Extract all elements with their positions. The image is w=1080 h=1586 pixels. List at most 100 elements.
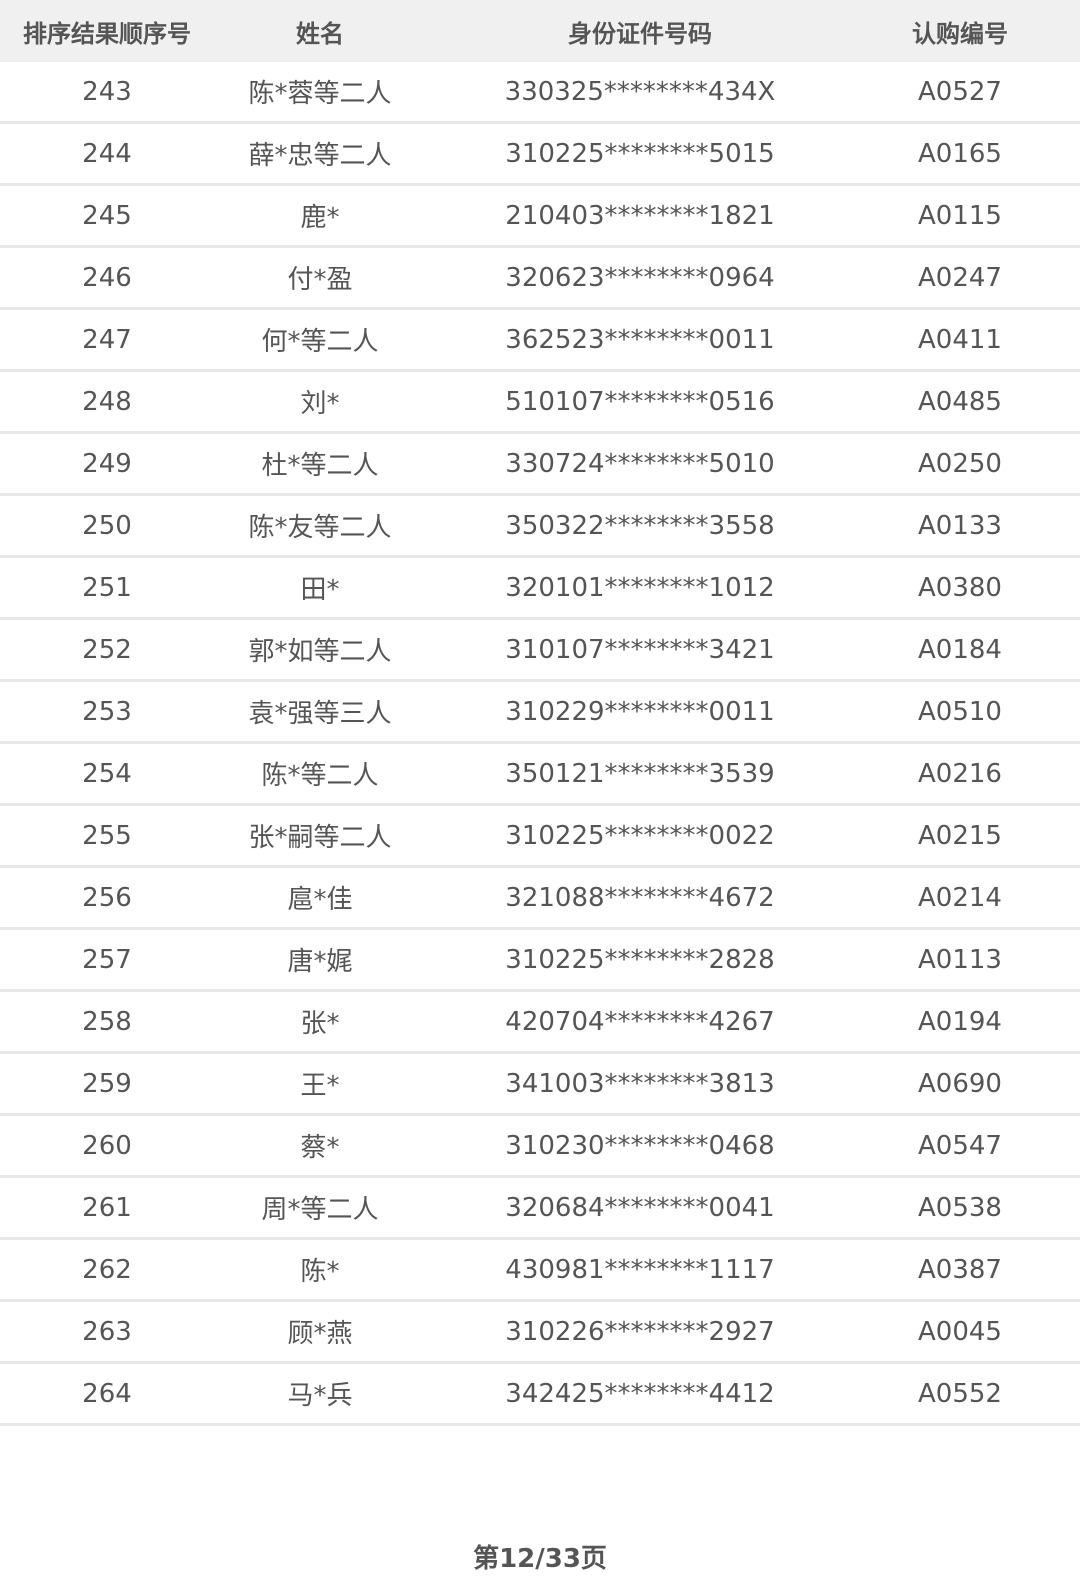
id-number-cell: 320623********0964	[505, 262, 775, 293]
subscription-number-cell: A0045	[918, 1316, 1002, 1347]
name-cell: 唐*娓	[287, 947, 353, 977]
table-row: 252 郭*如等二人 310107********3421 A0184	[0, 620, 1080, 682]
table-row: 246 付*盈 320623********0964 A0247	[0, 248, 1080, 310]
id-number-cell: 350322********3558	[505, 510, 775, 541]
name-cell: 陈*等二人	[261, 761, 379, 791]
header-name: 姓名	[296, 19, 344, 48]
table-header: 排序结果顺序号 姓名 身份证件号码 认购编号	[0, 0, 1080, 62]
table-row: 263 顾*燕 310226********2927 A0045	[0, 1302, 1080, 1364]
table-row: 254 陈*等二人 350121********3539 A0216	[0, 744, 1080, 806]
subscription-number-cell: A0113	[918, 944, 1002, 975]
order-number-cell: 249	[82, 448, 132, 479]
header-subscription-number: 认购编号	[912, 19, 1008, 48]
name-cell: 马*兵	[287, 1381, 353, 1411]
table-row: 251 田* 320101********1012 A0380	[0, 558, 1080, 620]
order-number-cell: 244	[82, 138, 132, 169]
table-row: 264 马*兵 342425********4412 A0552	[0, 1364, 1080, 1426]
name-cell: 张*嗣等二人	[248, 823, 392, 853]
order-number-cell: 260	[82, 1130, 132, 1161]
id-number-cell: 510107********0516	[505, 386, 775, 417]
table-row: 244 薛*忠等二人 310225********5015 A0165	[0, 124, 1080, 186]
name-cell: 蔡*	[300, 1133, 340, 1163]
table-row: 243 陈*蓉等二人 330325********434X A0527	[0, 62, 1080, 124]
id-number-cell: 320101********1012	[505, 572, 775, 603]
name-cell: 袁*强等三人	[248, 699, 392, 729]
order-number-cell: 243	[82, 76, 132, 107]
name-cell: 扈*佳	[287, 885, 353, 915]
table-row: 260 蔡* 310230********0468 A0547	[0, 1116, 1080, 1178]
name-cell: 杜*等二人	[261, 451, 379, 481]
order-number-cell: 255	[82, 820, 132, 851]
table-row: 258 张* 420704********4267 A0194	[0, 992, 1080, 1054]
id-number-cell: 310225********2828	[505, 944, 775, 975]
order-number-cell: 264	[82, 1378, 132, 1409]
subscription-number-cell: A0247	[918, 262, 1002, 293]
subscription-number-cell: A0194	[918, 1006, 1002, 1037]
id-number-cell: 310230********0468	[505, 1130, 775, 1161]
order-number-cell: 254	[82, 758, 132, 789]
results-table: 排序结果顺序号 姓名 身份证件号码 认购编号 243 陈*蓉等二人 330325**…	[0, 0, 1080, 1426]
name-cell: 陈*蓉等二人	[248, 79, 392, 109]
table-row: 255 张*嗣等二人 310225********0022 A0215	[0, 806, 1080, 868]
id-number-cell: 341003********3813	[505, 1068, 775, 1099]
table-row: 247 何*等二人 362523********0011 A0411	[0, 310, 1080, 372]
table-row: 257 唐*娓 310225********2828 A0113	[0, 930, 1080, 992]
table-row: 249 杜*等二人 330724********5010 A0250	[0, 434, 1080, 496]
header-id-number: 身份证件号码	[568, 19, 712, 48]
subscription-number-cell: A0380	[918, 572, 1002, 603]
subscription-number-cell: A0485	[918, 386, 1002, 417]
name-cell: 田*	[300, 575, 340, 605]
id-number-cell: 320684********0041	[505, 1192, 775, 1223]
id-number-cell: 210403********1821	[505, 200, 775, 231]
order-number-cell: 246	[82, 262, 132, 293]
id-number-cell: 330325********434X	[504, 76, 776, 107]
subscription-number-cell: A0552	[918, 1378, 1002, 1409]
id-number-cell: 350121********3539	[505, 758, 775, 789]
id-number-cell: 330724********5010	[505, 448, 775, 479]
table-row: 248 刘* 510107********0516 A0485	[0, 372, 1080, 434]
order-number-cell: 258	[82, 1006, 132, 1037]
order-number-cell: 261	[82, 1192, 132, 1223]
subscription-number-cell: A0411	[918, 324, 1002, 355]
id-number-cell: 310225********0022	[505, 820, 775, 851]
id-number-cell: 321088********4672	[505, 882, 775, 913]
subscription-number-cell: A0184	[918, 634, 1002, 665]
name-cell: 刘*	[300, 389, 340, 419]
subscription-number-cell: A0250	[918, 448, 1002, 479]
subscription-number-cell: A0215	[918, 820, 1002, 851]
id-number-cell: 420704********4267	[505, 1006, 775, 1037]
subscription-number-cell: A0547	[918, 1130, 1002, 1161]
table-row: 256 扈*佳 321088********4672 A0214	[0, 868, 1080, 930]
order-number-cell: 256	[82, 882, 132, 913]
name-cell: 何*等二人	[261, 327, 379, 357]
page-indicator: 第12/33页	[473, 1544, 607, 1574]
subscription-number-cell: A0165	[918, 138, 1002, 169]
subscription-number-cell: A0527	[918, 76, 1002, 107]
name-cell: 顾*燕	[287, 1319, 353, 1349]
name-cell: 付*盈	[287, 265, 353, 295]
table-row: 253 袁*强等三人 310229********0011 A0510	[0, 682, 1080, 744]
name-cell: 周*等二人	[261, 1195, 379, 1225]
name-cell: 张*	[300, 1009, 340, 1039]
subscription-number-cell: A0538	[918, 1192, 1002, 1223]
table-row: 245 鹿* 210403********1821 A0115	[0, 186, 1080, 248]
table-row: 250 陈*友等二人 350322********3558 A0133	[0, 496, 1080, 558]
order-number-cell: 257	[82, 944, 132, 975]
id-number-cell: 310229********0011	[505, 696, 775, 727]
table-row: 261 周*等二人 320684********0041 A0538	[0, 1178, 1080, 1240]
order-number-cell: 263	[82, 1316, 132, 1347]
subscription-number-cell: A0690	[918, 1068, 1002, 1099]
order-number-cell: 252	[82, 634, 132, 665]
name-cell: 鹿*	[300, 203, 340, 233]
name-cell: 郭*如等二人	[248, 637, 392, 667]
subscription-number-cell: A0387	[918, 1254, 1002, 1285]
order-number-cell: 250	[82, 510, 132, 541]
id-number-cell: 362523********0011	[505, 324, 775, 355]
name-cell: 王*	[300, 1071, 340, 1101]
id-number-cell: 430981********1117	[505, 1254, 775, 1285]
subscription-number-cell: A0216	[918, 758, 1002, 789]
header-order-number: 排序结果顺序号	[23, 19, 191, 48]
subscription-number-cell: A0510	[918, 696, 1002, 727]
name-cell: 陈*	[300, 1257, 340, 1287]
subscription-number-cell: A0115	[918, 200, 1002, 231]
